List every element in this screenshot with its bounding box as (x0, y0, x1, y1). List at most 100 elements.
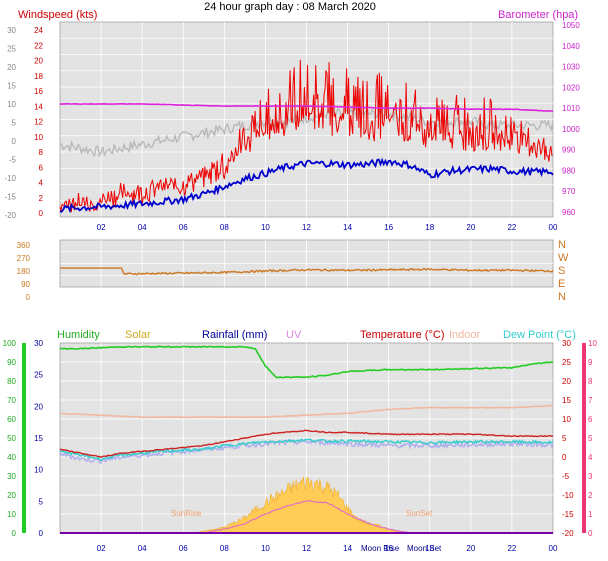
temp-tick: 15 (562, 396, 571, 405)
humidity-tick: 90 (7, 358, 16, 367)
legend-uv: UV (286, 329, 302, 341)
graph-title: 24 hour graph day : 08 March 2020 (204, 1, 376, 13)
compass-label: N (558, 239, 566, 251)
grey-trace (59, 106, 554, 158)
baro-tick: 980 (562, 166, 576, 175)
far-left-ticks: 30 25 20 15 10 5 0 -5 -10 -15 -20 (4, 26, 16, 220)
uv-tick: 6 (588, 415, 593, 424)
hour-label-1: 12 (302, 223, 311, 232)
baro-tick: 1040 (562, 42, 580, 51)
hour-label-3: 02 (97, 544, 106, 553)
direction-ticks: 360 270 180 90 0 (17, 241, 31, 302)
far-left-tick: -15 (4, 193, 16, 202)
wind-tick: 4 (39, 179, 44, 188)
humidity-tick: 40 (7, 453, 16, 462)
humidity-tick: 10 (7, 510, 16, 519)
hour-label-3: 22 (507, 544, 516, 553)
apparent-temp-series (59, 438, 554, 464)
legend-temperature: Temperature (°C) (360, 329, 444, 341)
baro-tick: 1010 (562, 104, 580, 113)
far-left-tick: 25 (7, 45, 16, 54)
legend-dewpoint: Dew Point (°C) (503, 329, 576, 341)
wind-tick: 6 (39, 163, 44, 172)
baro-tick: 1000 (562, 125, 580, 134)
compass-label: N (558, 291, 566, 303)
temp-tick: 30 (562, 339, 571, 348)
compass-label: S (558, 265, 565, 277)
baro-tick: 1020 (562, 83, 580, 92)
hour-label-3: 00 (549, 544, 558, 553)
rain-tick: 10 (34, 466, 43, 475)
baro-tick: 970 (562, 187, 576, 196)
hour-label-3: 06 (179, 544, 188, 553)
indoor-series (59, 404, 554, 419)
uv-tick: 1 (588, 510, 593, 519)
legend-rainfall: Rainfall (mm) (202, 329, 267, 341)
hour-label-1: 18 (425, 223, 434, 232)
humidity-tick: 70 (7, 396, 16, 405)
temp-tick: -10 (562, 491, 574, 500)
direction-tick: 360 (17, 241, 31, 250)
wind-tick: 16 (34, 87, 43, 96)
uv-tick: 0 (588, 529, 593, 538)
far-left-tick: -5 (9, 156, 17, 165)
hour-label-3: 18 (425, 544, 434, 553)
hour-label-1: 10 (261, 223, 270, 232)
humidity-tick: 60 (7, 415, 16, 424)
hour-label-1: 22 (507, 223, 516, 232)
average-wind-series (59, 157, 554, 214)
far-left-tick: 0 (12, 137, 17, 146)
wind-tick: 20 (34, 57, 43, 66)
hour-label-3: 10 (261, 544, 270, 553)
temperature-ticks: 30 25 20 15 10 5 0 -5 -10 -15 -20 (562, 339, 574, 538)
temp-series (59, 345, 554, 534)
humidity-tick: 0 (12, 529, 17, 538)
humidity-axis-bar (22, 343, 26, 533)
baro-tick: 960 (562, 208, 576, 217)
humidity-tick: 20 (7, 491, 16, 500)
baro-tick: 990 (562, 146, 576, 155)
barometer-axis-title: Barometer (hpa) (498, 9, 578, 21)
humidity-tick: 80 (7, 377, 16, 386)
uv-tick: 9 (588, 358, 593, 367)
moonset-label: Moon Set (407, 544, 442, 553)
far-left-tick: -20 (4, 211, 16, 220)
moonrise-label: Moon Rise (361, 544, 400, 553)
rain-tick: 30 (34, 339, 43, 348)
direction-series (60, 267, 554, 276)
direction-tick: 90 (21, 280, 30, 289)
hour-label-1: 16 (384, 223, 393, 232)
baro-tick: 1030 (562, 63, 580, 72)
wind-tick: 22 (34, 41, 43, 50)
temp-humidity-panel: Humidity Solar Rainfall (mm) UV Temperat… (3, 329, 598, 553)
rain-ticks: 30 25 20 15 10 5 0 (34, 339, 43, 538)
rain-tick: 5 (39, 497, 44, 506)
far-left-tick: -10 (4, 174, 16, 183)
uv-tick: 4 (588, 453, 593, 462)
hour-label-1: 00 (549, 223, 558, 232)
rain-tick: 25 (34, 371, 43, 380)
hour-label-1: 08 (220, 223, 229, 232)
dewpoint-series (59, 438, 554, 461)
far-left-tick: 15 (7, 82, 16, 91)
temp-tick: 10 (562, 415, 571, 424)
temperature-series (59, 429, 554, 459)
humidity-tick: 50 (7, 434, 16, 443)
direction-tick: 270 (17, 254, 31, 263)
temp-tick: -15 (562, 510, 574, 519)
wind-tick: 0 (39, 209, 44, 218)
wind-tick: 14 (34, 102, 43, 111)
hour-axis-3: 02 04 06 08 10 12 14 16 18 20 22 00 (97, 544, 558, 553)
direction-series (60, 267, 554, 276)
far-left-tick: 10 (7, 100, 16, 109)
direction-tick: 180 (17, 267, 31, 276)
gust-series (59, 59, 553, 213)
humidity-tick: 30 (7, 472, 16, 481)
wind-series (59, 59, 554, 214)
wind-tick: 18 (34, 72, 43, 81)
uv-tick: 2 (588, 491, 593, 500)
uv-axis-bar (582, 343, 586, 533)
